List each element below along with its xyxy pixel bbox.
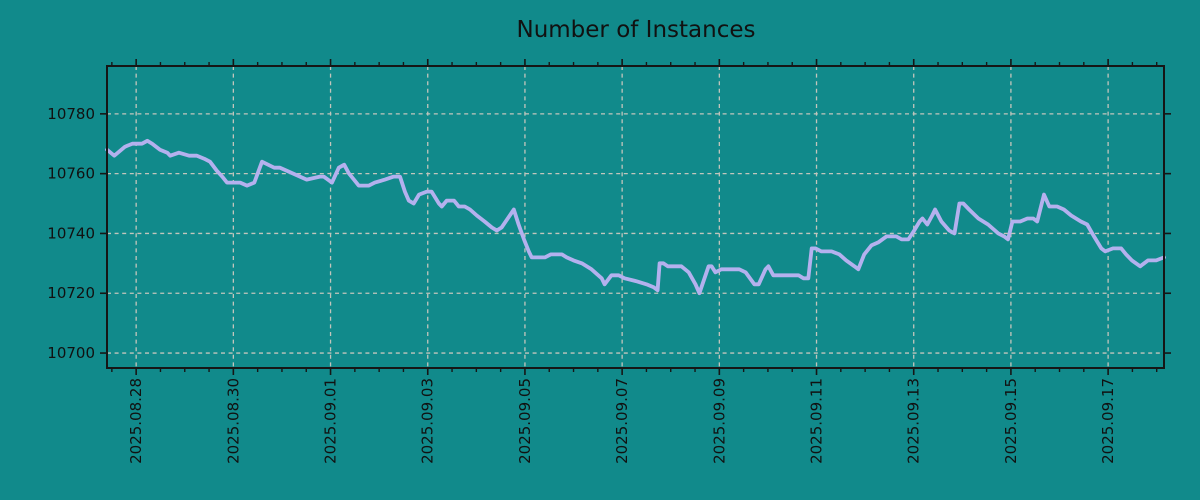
x-tick-label: 2025.09.15 (1002, 378, 1020, 464)
chart-title: Number of Instances (516, 17, 756, 43)
x-tick-label: 2025.08.28 (127, 378, 145, 464)
y-tick-label: 10720 (47, 284, 95, 302)
x-tick-label: 2025.09.03 (419, 378, 437, 464)
x-tick-label: 2025.09.01 (322, 378, 340, 464)
x-tick-label: 2025.09.17 (1099, 378, 1117, 464)
x-tick-label: 2025.09.11 (808, 378, 826, 464)
x-tick-label: 2025.09.05 (516, 378, 534, 464)
x-tick-label: 2025.09.13 (905, 378, 923, 464)
y-tick-label: 10780 (47, 105, 95, 123)
data-series-line (105, 138, 1166, 296)
plot-border (106, 65, 1165, 369)
y-tick-label: 10740 (47, 224, 95, 242)
x-tick-label: 2025.09.09 (710, 378, 728, 464)
y-tick-label: 10760 (47, 165, 95, 183)
y-tick-label: 10700 (47, 344, 95, 362)
x-tick-label: 2025.09.07 (613, 378, 631, 464)
x-tick-label: 2025.08.30 (224, 378, 242, 464)
